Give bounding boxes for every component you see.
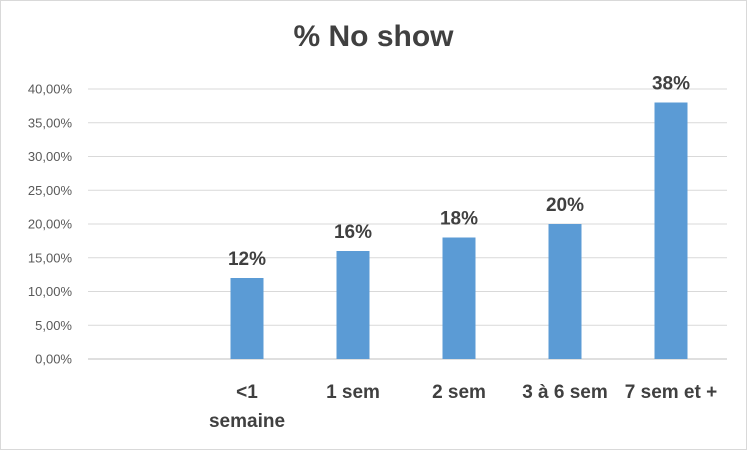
bar — [442, 237, 476, 359]
data-label: 20% — [546, 195, 584, 216]
data-label: 38% — [652, 74, 690, 95]
data-label: 18% — [440, 209, 478, 230]
y-tick-label: 35,00% — [28, 115, 73, 130]
x-tick-label: 1 sem — [326, 382, 380, 403]
y-tick-label: 10,00% — [28, 284, 73, 299]
data-label: 16% — [334, 222, 372, 243]
bar — [654, 102, 688, 359]
y-tick-label: 40,00% — [28, 82, 73, 97]
x-tick-label: 3 à 6 sem — [522, 382, 608, 403]
bar — [548, 224, 582, 359]
y-tick-label: 25,00% — [28, 183, 73, 198]
y-tick-label: 5,00% — [35, 318, 72, 333]
data-label: 12% — [228, 249, 266, 270]
x-tick-label: 2 sem — [432, 382, 486, 403]
chart-title: % No show — [293, 20, 454, 53]
y-tick-label: 0,00% — [35, 352, 72, 367]
bar — [230, 278, 264, 359]
y-tick-label: 30,00% — [28, 149, 73, 164]
bar — [336, 251, 370, 359]
x-tick-label: 7 sem et + — [625, 382, 717, 403]
x-tick-label: <1 semaine — [209, 382, 285, 432]
y-tick-label: 20,00% — [28, 217, 73, 232]
y-tick-label: 15,00% — [28, 250, 73, 265]
